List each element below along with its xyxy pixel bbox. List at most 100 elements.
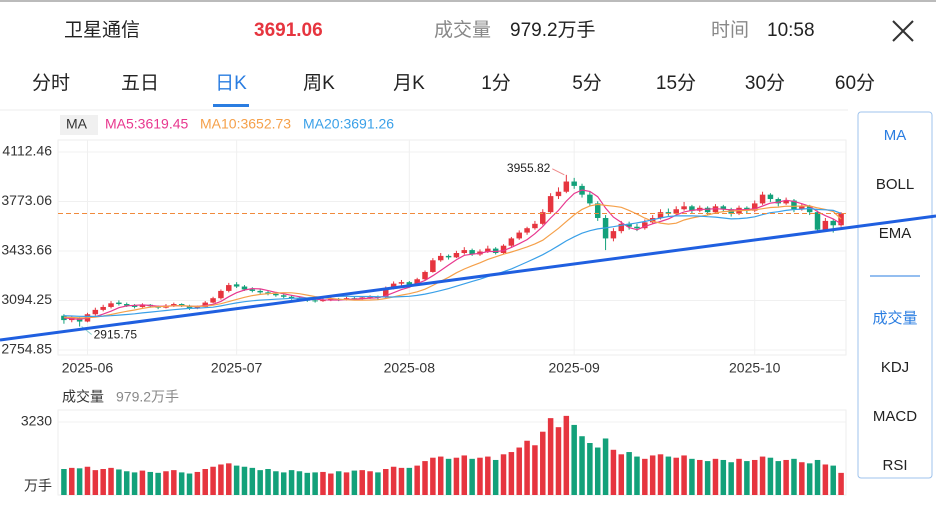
candle-body xyxy=(571,181,577,186)
volume-bar xyxy=(783,459,789,495)
last-price: 3691.06 xyxy=(254,20,323,41)
candle-body xyxy=(822,220,829,230)
ma-line xyxy=(63,203,842,319)
candle-body xyxy=(171,304,177,306)
volume-bar xyxy=(233,465,240,495)
tab[interactable]: 30分 xyxy=(745,72,785,94)
volume-bar xyxy=(477,457,483,495)
volume-bar xyxy=(767,457,774,495)
indicator-option[interactable]: 成交量 xyxy=(872,309,917,327)
volume-bar xyxy=(485,456,491,495)
volume-bar xyxy=(116,469,122,495)
indicator-option[interactable]: EMA xyxy=(879,225,912,242)
legend-entry: MA5:3619.45 xyxy=(105,116,188,132)
candle-body xyxy=(634,226,640,229)
candle-body xyxy=(532,223,538,229)
volume-bar xyxy=(728,462,734,495)
candle-body xyxy=(485,248,491,252)
volume-bar xyxy=(610,449,617,495)
tab[interactable]: 分时 xyxy=(32,72,70,94)
close-button[interactable] xyxy=(892,20,914,42)
volume-bar xyxy=(806,463,813,495)
candle-body xyxy=(838,213,844,226)
volume-bar xyxy=(618,454,625,495)
volume-bar xyxy=(123,471,130,495)
y-tick-label: 3433.66 xyxy=(1,242,52,258)
volume-bar xyxy=(296,471,303,495)
volume-bar xyxy=(171,470,177,495)
tab[interactable]: 五日 xyxy=(121,73,159,94)
volume-bar xyxy=(108,467,114,495)
indicator-list: MA BOLL EMA 成交量 KDJ MACD RSI xyxy=(872,127,917,474)
y-tick-label: 3773.06 xyxy=(1,192,52,208)
tab[interactable]: 日K xyxy=(215,73,247,94)
volume-bar xyxy=(673,457,679,495)
volume-value: 979.2万手 xyxy=(510,19,596,41)
candle-body xyxy=(226,285,232,291)
volume-bar xyxy=(383,469,389,495)
ma-button[interactable] xyxy=(60,115,98,135)
volume-bar xyxy=(516,447,522,495)
stock-name: 卫星通信 xyxy=(64,19,140,41)
volume-bar xyxy=(587,443,593,495)
volume-bar xyxy=(642,458,648,495)
x-tick-label: 2025-08 xyxy=(384,360,436,376)
volume-bar xyxy=(453,457,460,495)
candle-body xyxy=(469,250,475,255)
tab[interactable]: 1分 xyxy=(481,72,511,94)
volume-bar xyxy=(69,467,75,495)
volume-bar xyxy=(414,465,420,495)
volume-bar xyxy=(218,464,224,495)
candle-body xyxy=(461,250,468,253)
volume-bar xyxy=(178,472,185,495)
candle-body xyxy=(257,290,263,293)
volume-bar xyxy=(288,470,295,495)
plot: 4112.46 3773.06 3433.66 3094.25 2754.85 3230 2… xyxy=(1,116,846,495)
candle-body xyxy=(759,194,766,204)
tab-underline xyxy=(213,104,249,107)
tab[interactable]: 周K xyxy=(303,73,335,94)
volume-bar xyxy=(579,436,585,495)
volume-bar xyxy=(744,461,750,495)
legend-entry: MA10:3652.73 xyxy=(200,116,291,132)
candle-body xyxy=(516,232,522,239)
volume-bar xyxy=(437,456,444,495)
candle-body xyxy=(108,303,114,307)
tab[interactable]: 月K xyxy=(393,73,425,94)
volume-bar xyxy=(257,470,263,495)
volume-bar xyxy=(759,456,766,495)
price-pane xyxy=(57,139,847,356)
candle-body xyxy=(555,191,562,197)
indicator-option[interactable]: RSI xyxy=(882,457,907,474)
tab[interactable]: 60分 xyxy=(835,72,875,94)
volume-bar xyxy=(649,455,656,495)
volume-bar xyxy=(461,455,468,495)
tab[interactable]: 5分 xyxy=(572,72,602,94)
volume-bar xyxy=(367,471,373,495)
candle-body xyxy=(689,206,695,211)
candle-body xyxy=(422,271,428,280)
tab[interactable]: 15分 xyxy=(656,72,696,94)
volume-bar xyxy=(226,463,232,495)
indicator-option[interactable]: MA xyxy=(884,127,907,144)
indicator-option[interactable]: KDJ xyxy=(881,359,909,376)
candle-body xyxy=(704,207,711,213)
indicator-option[interactable]: MACD xyxy=(873,408,917,425)
indicator-option[interactable]: BOLL xyxy=(876,176,914,193)
volume-tick-label: 3230 xyxy=(21,413,52,429)
candle-body xyxy=(398,282,405,284)
candle-body xyxy=(116,302,122,305)
candle-body xyxy=(367,296,373,298)
volume-pane xyxy=(57,409,847,496)
volume-bar xyxy=(547,418,554,495)
volume-bar xyxy=(508,452,515,495)
volume-bar xyxy=(241,466,248,495)
volume-bar xyxy=(76,468,83,495)
volume-bar xyxy=(351,470,358,495)
volume-bar xyxy=(147,471,154,495)
candle-body xyxy=(767,194,774,200)
high-label: 3955.82 xyxy=(507,161,551,175)
volume-bar xyxy=(626,452,632,495)
